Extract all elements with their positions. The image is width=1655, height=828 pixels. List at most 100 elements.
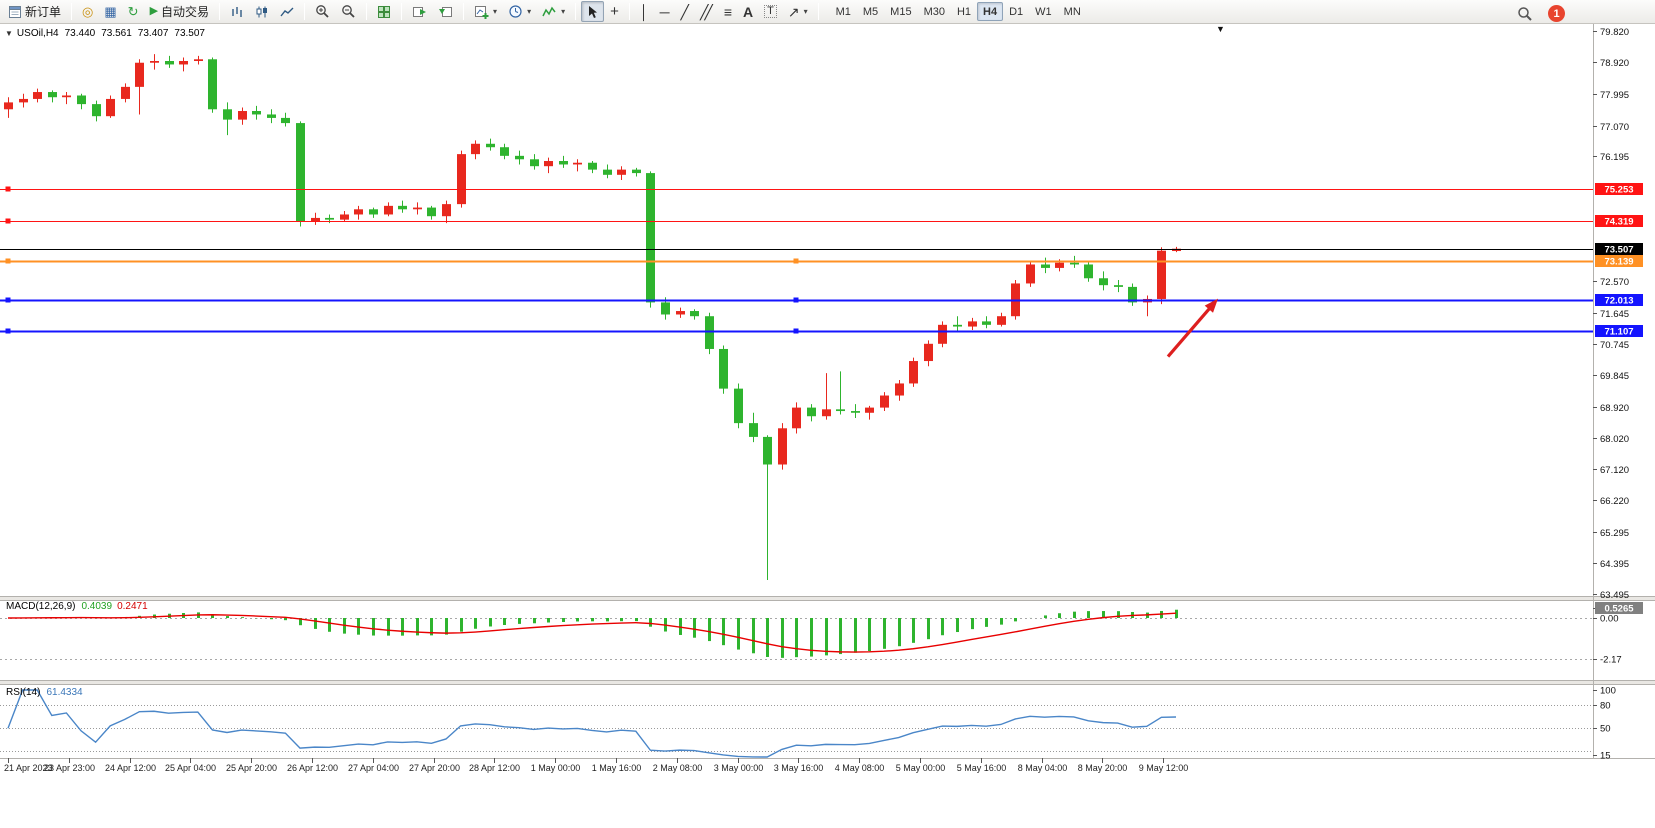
price-tick-label: 69.845 [1600,371,1629,382]
panel-frame [0,24,1655,759]
timeframe-button-m30[interactable]: M30 [918,2,951,21]
candlestick-chart-button[interactable] [250,1,274,22]
zoom-out-button[interactable] [336,1,361,22]
candle [442,204,451,217]
hline-74.319[interactable] [0,218,1593,224]
line-handle[interactable] [5,218,11,224]
timeframe-button-h4[interactable]: H4 [977,2,1004,21]
candle [997,316,1006,325]
bar-chart-button[interactable] [225,1,249,22]
refresh-icon: ↻ [127,4,139,19]
candle [194,59,203,62]
notification-badge[interactable]: 1 [1548,5,1565,22]
candle [413,207,422,210]
chart-canvas[interactable]: 79.820 78.920 77.995 77.070 76.195 72.570 71.6… [0,24,1655,828]
chart-shift-marker-icon[interactable]: ▼ [1216,24,1225,34]
text-tool-button[interactable]: A [738,1,758,22]
timeframe-button-m5[interactable]: M5 [857,2,884,21]
candle [354,209,363,215]
timeframe-button-h1[interactable]: H1 [951,2,977,21]
hline-71.107[interactable] [0,328,1593,334]
svg-text:72.013: 72.013 [1604,296,1633,307]
timeframe-button-d1[interactable]: D1 [1003,2,1029,21]
periods-button[interactable]: ▾ [503,1,536,22]
price-tick-label: 63.495 [1600,590,1629,601]
collapse-chart-icon[interactable]: ▼ [5,29,13,38]
horizontal-line-button[interactable]: ─ [655,1,675,22]
candle [135,62,144,87]
candle [588,162,597,170]
rsi-tick-label: 15 [1600,751,1611,762]
new-chart-button[interactable]: ▾ [469,1,502,22]
time-label: 28 Apr 12:00 [469,763,520,773]
time-label: 21 Apr 2023 [4,763,53,773]
autotrading-button[interactable]: ▶ 自动交易 [145,1,214,22]
time-label: 3 May 00:00 [714,763,764,773]
candle [1026,264,1035,284]
time-label: 2 May 08:00 [653,763,703,773]
trend-arrow-annotation[interactable] [1166,298,1218,358]
arrows-shapes-button[interactable]: ↗ ▾ [783,1,813,22]
chart-shift-button[interactable] [433,1,458,22]
text-label-icon: T [764,5,777,18]
line-chart-button[interactable] [275,1,299,22]
candle [617,169,626,175]
line-handle[interactable] [5,258,11,264]
svg-text:75.253: 75.253 [1604,185,1633,196]
candle [953,324,962,327]
timeframe-button-w1[interactable]: W1 [1029,2,1058,21]
candle [603,169,612,175]
candle [530,159,539,167]
candle [880,395,889,408]
line-handle[interactable] [5,328,11,334]
ohlc-close: 73.507 [174,28,205,39]
fibonacci-icon: ≡ [723,3,732,20]
candle [165,61,174,65]
indicators-button[interactable]: ▾ [537,1,570,22]
timeframe-button-m1[interactable]: M1 [830,2,857,21]
zoom-in-icon [316,5,329,18]
candle [719,348,728,389]
fibonacci-button[interactable]: ≡ [719,1,737,22]
toolbar-separator [304,3,306,20]
candle [836,409,845,412]
line-handle[interactable] [793,297,799,303]
hline-73.139[interactable] [0,258,1593,264]
terminal-window-button[interactable]: ▦ [99,1,121,22]
hline-75.253[interactable] [0,186,1593,192]
macd-panel-label: MACD(12,26,9) 0.4039 0.2471 [6,601,148,612]
timeframe-button-m15[interactable]: M15 [884,2,917,21]
vertical-line-button[interactable]: │ [635,1,654,22]
candle [1157,250,1166,299]
market-watch-button[interactable]: ◎ [77,1,98,22]
candle [1055,262,1064,268]
tile-windows-button[interactable] [372,1,396,22]
price-tick-label: 78.920 [1600,58,1629,69]
timeframe-button-mn[interactable]: MN [1058,2,1087,21]
new-order-button[interactable]: 新订单 [3,1,66,22]
line-handle[interactable] [5,186,11,192]
macd-signal-line [7,612,1177,653]
text-label-button[interactable]: T [759,1,782,22]
candle [340,214,349,220]
svg-text:73.139: 73.139 [1604,257,1633,268]
price-tick-label: 70.745 [1600,340,1629,351]
crosshair-button[interactable]: + [605,1,624,22]
channel-button[interactable]: ╱╱ [695,1,718,22]
auto-scroll-button[interactable] [407,1,432,22]
hline-72.013[interactable] [0,297,1593,303]
candle [909,361,918,384]
trendline-button[interactable]: ╱ [676,1,694,22]
candle [559,161,568,165]
candle [179,61,188,65]
channel-icon: ╱╱ [699,3,713,20]
candle [252,111,261,115]
zoom-in-button[interactable] [310,1,335,22]
line-handle[interactable] [793,258,799,264]
cursor-button[interactable] [581,1,605,22]
line-handle[interactable] [793,328,799,334]
search-button[interactable] [1512,3,1538,24]
line-handle[interactable] [5,297,11,303]
refresh-button[interactable]: ↻ [123,1,144,22]
candle [1084,264,1093,279]
